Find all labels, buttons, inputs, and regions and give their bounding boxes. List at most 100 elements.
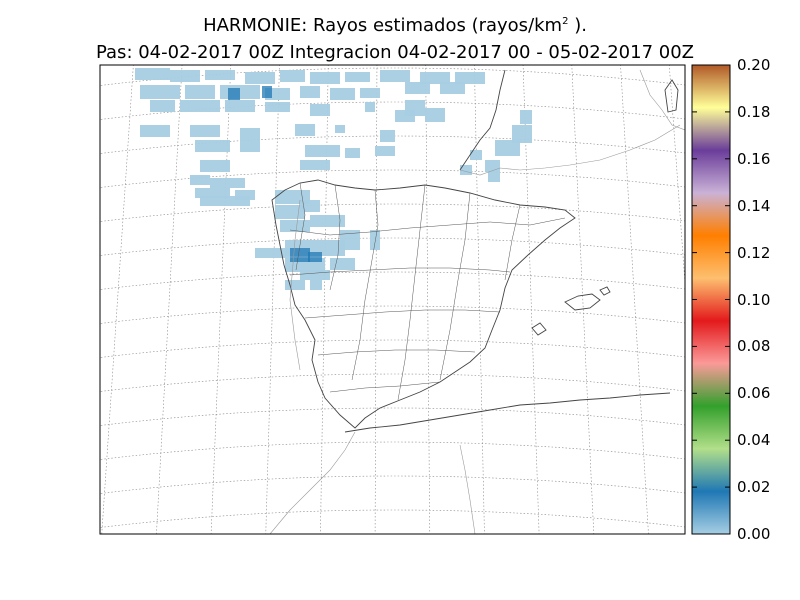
lightning-cell bbox=[200, 160, 230, 172]
meridian-line bbox=[474, 65, 485, 534]
meridian-line bbox=[374, 65, 378, 534]
parallel-line bbox=[80, 34, 710, 54]
lightning-cell bbox=[240, 128, 260, 140]
lightning-cell bbox=[335, 125, 345, 133]
colorbar-tick-label: 0.06 bbox=[737, 384, 771, 403]
lightning-cell bbox=[440, 82, 465, 94]
province-borders bbox=[289, 182, 566, 401]
lightning-cell bbox=[300, 160, 330, 170]
parallel-line bbox=[100, 203, 685, 222]
meridian-line bbox=[0, 40, 38, 560]
colorbar-tick-label: 0.02 bbox=[737, 478, 771, 497]
lightning-cell bbox=[460, 165, 472, 175]
colorbar-tick-label: 0.00 bbox=[737, 525, 771, 543]
colorbar-tick-label: 0.16 bbox=[737, 149, 771, 168]
lightning-cell bbox=[285, 280, 305, 290]
country-borders bbox=[269, 69, 685, 534]
lightning-cell bbox=[310, 72, 340, 84]
lightning-cell bbox=[310, 280, 322, 290]
lightning-cell bbox=[360, 88, 380, 98]
lightning-cell bbox=[310, 215, 345, 227]
lightning-cell bbox=[280, 220, 310, 232]
lightning-cell bbox=[345, 72, 370, 82]
colorbar bbox=[691, 64, 731, 535]
lightning-cell bbox=[370, 230, 380, 250]
parallel-line bbox=[100, 101, 685, 120]
lightning-cell bbox=[488, 172, 500, 182]
lightning-cell bbox=[345, 148, 360, 158]
lightning-density-layer bbox=[135, 68, 532, 290]
colorbar-tick-label: 0.10 bbox=[737, 290, 771, 309]
parallel-line bbox=[100, 475, 685, 494]
lightning-cell bbox=[495, 140, 520, 156]
colorbar-tick-label: 0.20 bbox=[737, 56, 771, 74]
lightning-cell bbox=[205, 70, 235, 80]
lightning-cell bbox=[140, 125, 170, 137]
meridian-line bbox=[101, 65, 134, 534]
colorbar-tick-label: 0.08 bbox=[737, 337, 771, 356]
parallel-line bbox=[100, 237, 685, 256]
lightning-cell bbox=[180, 100, 220, 112]
lightning-cell bbox=[300, 200, 320, 212]
lightning-cell bbox=[195, 188, 230, 198]
parallel-line bbox=[100, 339, 685, 358]
colorbar-tick-label: 0.04 bbox=[737, 431, 771, 450]
lightning-cell bbox=[330, 88, 355, 100]
lightning-cell bbox=[150, 100, 175, 112]
meridian-line bbox=[210, 65, 232, 534]
colorbar-gradient bbox=[691, 64, 731, 535]
lightning-cell bbox=[425, 108, 445, 122]
lightning-cell bbox=[305, 145, 340, 157]
lightning-cell bbox=[520, 110, 532, 124]
lightning-cell bbox=[405, 100, 425, 116]
lightning-cell bbox=[420, 72, 450, 84]
meridian-line bbox=[320, 65, 329, 534]
parallel-line bbox=[100, 407, 685, 426]
parallel-line bbox=[100, 305, 685, 324]
lightning-cell bbox=[375, 146, 395, 156]
meridian-line bbox=[265, 65, 280, 534]
chart-subtitle: Pas: 04-02-2017 00Z Integracion 04-02-20… bbox=[95, 42, 694, 63]
lightning-cell bbox=[225, 100, 255, 112]
meridian-line bbox=[522, 65, 540, 534]
lightning-cell-high bbox=[262, 86, 272, 98]
lightning-cell bbox=[405, 82, 430, 94]
lightning-cell bbox=[190, 175, 210, 185]
lightning-cell bbox=[255, 248, 290, 258]
colorbar-tick-label: 0.18 bbox=[737, 102, 771, 121]
lightning-cell bbox=[300, 86, 320, 98]
meridian-line bbox=[620, 65, 649, 534]
lightning-cell bbox=[170, 70, 200, 82]
map-frame bbox=[99, 64, 686, 535]
lightning-cell bbox=[185, 85, 215, 99]
chart-title: HARMONIE: Rayos estimados (rayos/km2 ). bbox=[203, 15, 587, 36]
lightning-cell bbox=[380, 70, 410, 82]
parallel-line bbox=[100, 135, 685, 154]
parallel-line bbox=[100, 271, 685, 290]
lightning-cell bbox=[235, 190, 255, 200]
lightning-cell bbox=[210, 178, 230, 188]
lightning-cell bbox=[455, 72, 485, 84]
lightning-cell-high bbox=[308, 252, 322, 262]
parallel-line bbox=[100, 373, 685, 392]
lightning-cell bbox=[245, 72, 275, 84]
meridian-line bbox=[156, 65, 183, 534]
lightning-cell bbox=[295, 124, 315, 136]
lightning-cell bbox=[135, 68, 170, 80]
lightning-cell bbox=[300, 270, 330, 280]
lightning-cell bbox=[200, 196, 250, 206]
lightning-cell-high bbox=[290, 248, 310, 262]
lightning-cell bbox=[365, 102, 375, 112]
lightning-cell bbox=[512, 125, 532, 143]
lightning-cell bbox=[310, 104, 330, 116]
lightning-cell bbox=[190, 125, 220, 137]
lightning-cell bbox=[195, 140, 230, 152]
lightning-cell bbox=[275, 205, 305, 219]
lightning-cell bbox=[265, 102, 290, 112]
lightning-cell bbox=[470, 150, 482, 160]
lightning-cell bbox=[280, 70, 305, 82]
meridian-line bbox=[425, 65, 431, 534]
parallel-line bbox=[100, 509, 685, 528]
coastlines bbox=[271, 69, 679, 433]
